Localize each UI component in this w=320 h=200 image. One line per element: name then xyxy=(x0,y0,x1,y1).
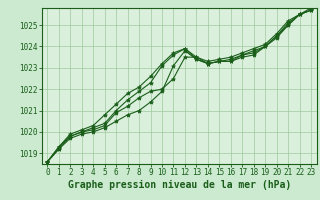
X-axis label: Graphe pression niveau de la mer (hPa): Graphe pression niveau de la mer (hPa) xyxy=(68,180,291,190)
